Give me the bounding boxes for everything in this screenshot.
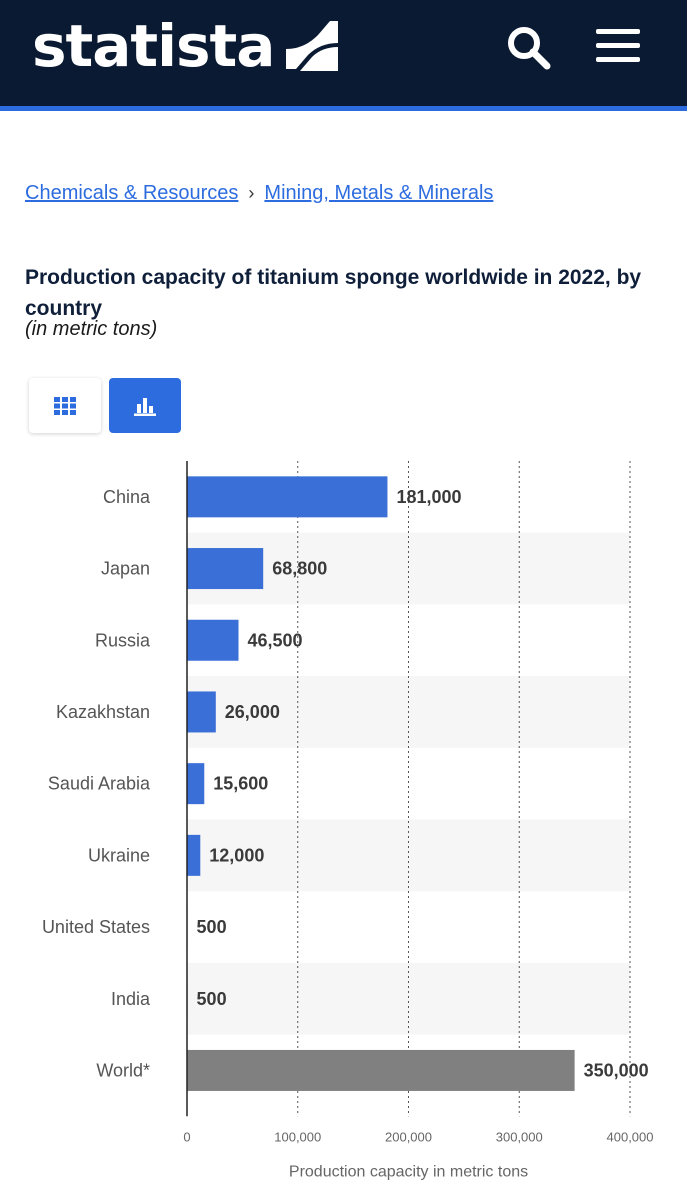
- value-label-saudi-arabia: 15,600: [213, 774, 268, 794]
- x-tick-label-0: 0: [183, 1129, 190, 1144]
- value-label-japan: 68,800: [272, 559, 327, 579]
- category-label-ukraine: Ukraine: [88, 845, 150, 865]
- chart-view-icon: [134, 397, 156, 416]
- category-label-japan: Japan: [101, 559, 150, 579]
- top-navigation-bar: statista: [0, 0, 687, 106]
- statista-logo-icon: [286, 21, 339, 71]
- category-label-india: India: [111, 989, 151, 1009]
- breadcrumb: Chemicals & Resources › Mining, Metals &…: [25, 178, 493, 208]
- x-axis-title: Production capacity in metric tons: [289, 1163, 528, 1180]
- value-label-world: 350,000: [584, 1060, 649, 1080]
- bar-japan: [187, 548, 264, 590]
- header-accent-bar: [0, 106, 687, 111]
- category-label-united-states: United States: [42, 917, 150, 937]
- category-label-china: China: [103, 487, 151, 507]
- bar-russia: [187, 619, 239, 661]
- page-title: Production capacity of titanium sponge w…: [25, 266, 642, 321]
- bar-saudi-arabia: [187, 763, 205, 805]
- bar-china: [187, 476, 388, 518]
- statista-logo[interactable]: statista: [32, 12, 339, 80]
- value-label-india: 500: [197, 989, 227, 1009]
- menu-icon[interactable]: [596, 26, 640, 66]
- category-label-russia: Russia: [95, 630, 151, 650]
- breadcrumb-link-chemicals-resources[interactable]: Chemicals & Resources: [25, 181, 239, 204]
- table-view-icon: [54, 396, 76, 415]
- breadcrumb-link-mining-metals-minerals[interactable]: Mining, Metals & Minerals: [264, 181, 494, 204]
- bar-chart: China 181,000 Japan 68,800 Russia 46,500 Kazak…: [42, 461, 654, 1180]
- category-label-world: World*: [96, 1060, 150, 1080]
- bar-world: [187, 1049, 575, 1091]
- search-icon[interactable]: [505, 24, 551, 70]
- x-tick-label-300000: 300,000: [496, 1129, 543, 1144]
- value-label-kazakhstan: 26,000: [225, 702, 280, 722]
- category-label-saudi-arabia: Saudi Arabia: [48, 774, 151, 794]
- x-tick-label-200000: 200,000: [385, 1129, 432, 1144]
- page-subtitle: (in metric tons): [25, 318, 158, 340]
- chart-view-button[interactable]: [109, 378, 181, 433]
- table-view-button[interactable]: [29, 378, 101, 433]
- x-tick-label-100000: 100,000: [274, 1129, 321, 1144]
- value-label-ukraine: 12,000: [209, 845, 264, 865]
- x-tick-label-400000: 400,000: [607, 1129, 654, 1144]
- value-label-china: 181,000: [396, 487, 461, 507]
- logo-text: statista: [32, 12, 275, 80]
- bar-kazakhstan: [187, 691, 216, 733]
- value-label-united-states: 500: [197, 917, 227, 937]
- row-background-india: [187, 962, 630, 1035]
- breadcrumb-separator: ›: [248, 182, 255, 203]
- bar-ukraine: [187, 834, 201, 876]
- category-label-kazakhstan: Kazakhstan: [56, 702, 150, 722]
- value-label-russia: 46,500: [247, 630, 302, 650]
